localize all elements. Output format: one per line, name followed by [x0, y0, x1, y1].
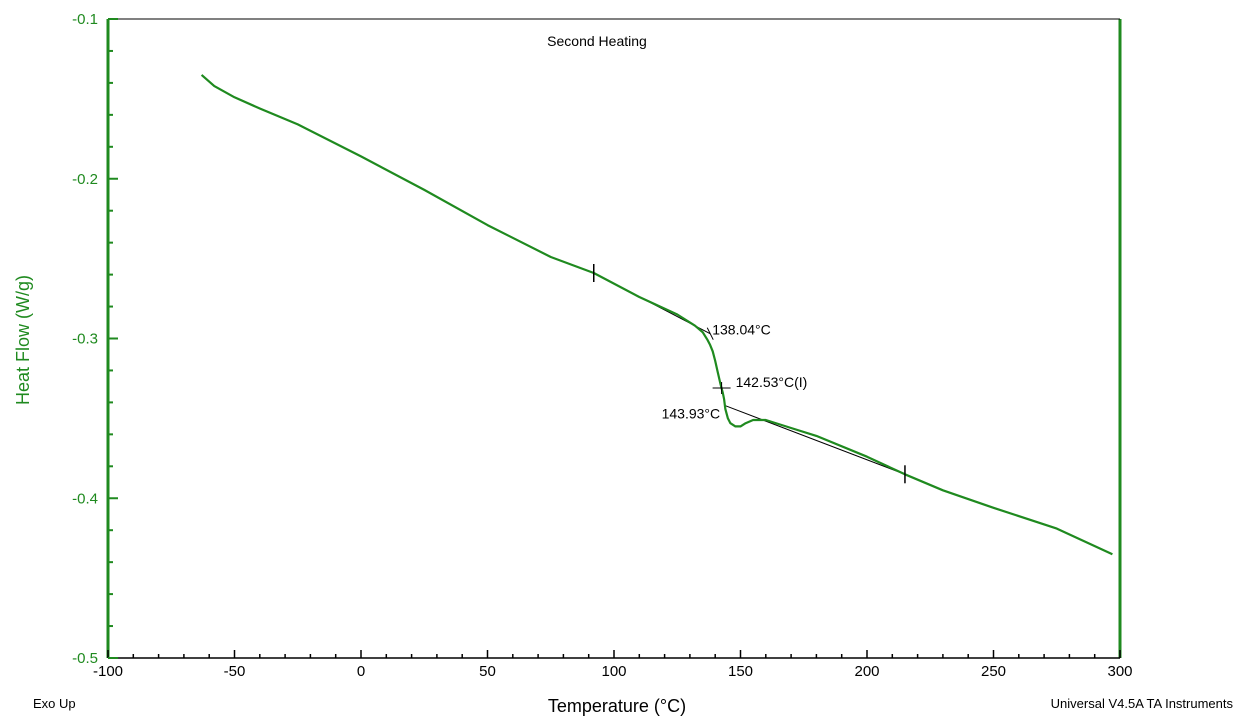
- onset-marker: [706, 327, 714, 340]
- chart-title: Second Heating: [547, 33, 647, 49]
- onset-temp-label: 138.04°C: [712, 322, 771, 338]
- x-tick-label: 200: [854, 663, 879, 680]
- x-axis-ticks: -100 -50 0 50 100 150 200 250 300: [93, 650, 1133, 680]
- x-tick-label: 100: [601, 663, 626, 680]
- y-tick-label: -0.4: [72, 490, 98, 507]
- footer-exo-up: Exo Up: [33, 696, 76, 711]
- x-tick-label: -50: [224, 663, 246, 680]
- inflection-temp-label: 142.53°C(I): [736, 374, 808, 390]
- x-axis-label: Temperature (°C): [548, 696, 686, 716]
- y-tick-label: -0.5: [72, 650, 98, 667]
- y-axis-label: Heat Flow (W/g): [13, 275, 33, 405]
- heat-flow-series: [200, 74, 1113, 556]
- baseline-tangent: [724, 405, 906, 475]
- series-layer: [200, 74, 1113, 556]
- x-tick-label: 0: [357, 663, 365, 680]
- x-tick-label: 300: [1107, 663, 1132, 680]
- y-tick-label: -0.1: [72, 11, 98, 28]
- y-tick-label: -0.3: [72, 331, 98, 348]
- y-tick-label: -0.2: [72, 171, 98, 188]
- x-tick-label: 250: [981, 663, 1006, 680]
- annotation-layer: 138.04°C 142.53°C(I) 143.93°C: [662, 322, 808, 422]
- footer-instrument: Universal V4.5A TA Instruments: [1051, 696, 1234, 711]
- endset-temp-label: 143.93°C: [662, 406, 721, 422]
- x-tick-label: -100: [93, 663, 123, 680]
- x-tick-label: 50: [479, 663, 496, 680]
- x-tick-label: 150: [728, 663, 753, 680]
- y-axis-ticks: -0.5 -0.4 -0.3 -0.2 -0.1: [72, 11, 118, 667]
